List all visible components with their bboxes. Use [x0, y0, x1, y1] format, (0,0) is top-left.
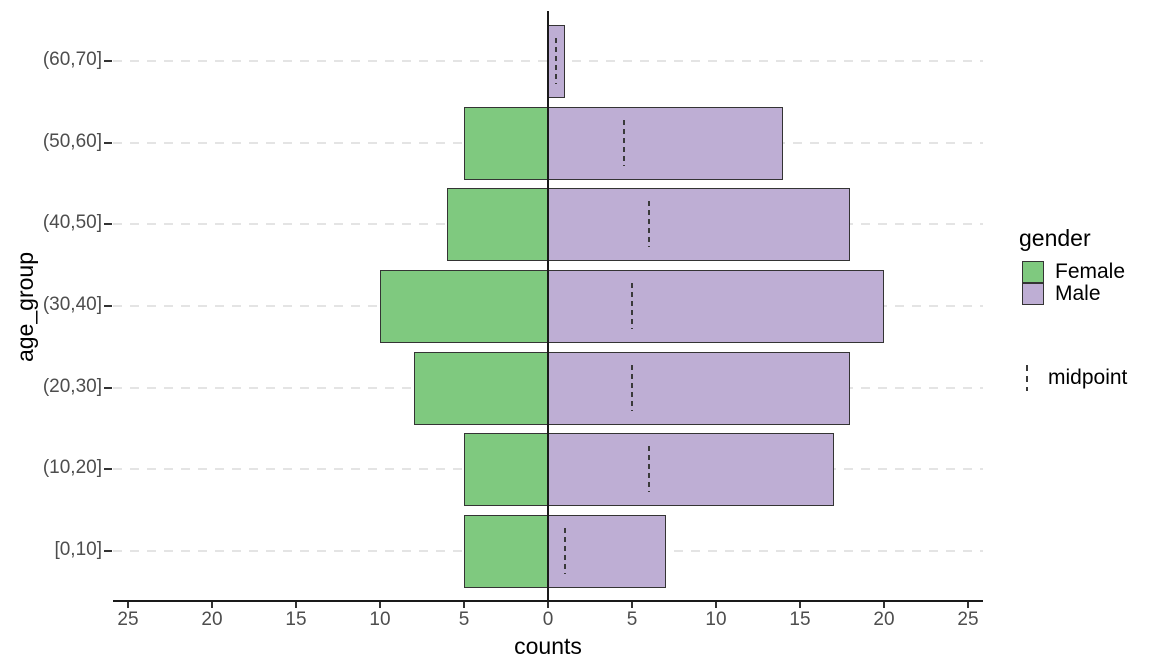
- y-tick: [104, 142, 112, 144]
- y-tick-label: [0,10]: [54, 539, 102, 560]
- zero-reference-line: [547, 11, 549, 602]
- y-tick-label: (10,20]: [42, 457, 102, 478]
- legend-midpoint-dash-icon: [1026, 365, 1028, 391]
- legend-label-male: Male: [1055, 282, 1101, 305]
- x-tick: [883, 602, 885, 608]
- x-tick: [799, 602, 801, 608]
- legend-item-female: Female: [1022, 260, 1125, 284]
- x-tick-label: 5: [458, 609, 470, 630]
- y-tick-label: (30,40]: [42, 294, 102, 315]
- male-bar: [548, 432, 834, 506]
- legend-title: gender: [1019, 225, 1091, 251]
- female-bar: [380, 269, 548, 343]
- midpoint-line: [622, 120, 625, 166]
- y-tick: [104, 387, 112, 389]
- x-tick-label: 15: [789, 609, 811, 630]
- x-tick: [715, 602, 717, 608]
- male-bar: [548, 269, 884, 343]
- legend-item-male: Male: [1022, 282, 1101, 306]
- female-bar: [447, 187, 548, 261]
- y-tick: [104, 60, 112, 62]
- midpoint-line: [647, 201, 650, 247]
- x-tick: [211, 602, 213, 608]
- x-tick-label: 5: [626, 609, 638, 630]
- female-bar: [464, 514, 548, 588]
- midpoint-line: [555, 38, 558, 84]
- x-tick-label: 0: [542, 609, 554, 630]
- x-tick: [295, 602, 297, 608]
- male-bar: [548, 106, 784, 180]
- legend-label-female: Female: [1055, 260, 1126, 283]
- x-tick-label: 25: [117, 609, 139, 630]
- x-tick: [463, 602, 465, 608]
- male-bar: [548, 187, 851, 261]
- midpoint-line: [631, 283, 633, 329]
- legend-item-midpoint: midpoint: [1026, 365, 1127, 391]
- x-tick-label: 10: [705, 609, 727, 630]
- midpoint-line: [631, 365, 633, 411]
- midpoint-line: [647, 446, 650, 492]
- y-tick: [104, 550, 112, 552]
- female-bar: [413, 351, 548, 425]
- female-bar: [464, 106, 548, 180]
- legend-swatch-female: [1022, 261, 1044, 283]
- y-tick-label: (50,60]: [42, 131, 102, 152]
- y-tick: [104, 468, 112, 470]
- x-tick: [547, 602, 549, 608]
- y-tick: [104, 305, 112, 307]
- x-tick-label: 20: [873, 609, 895, 630]
- y-tick-label: (20,30]: [42, 376, 102, 397]
- x-tick-label: 25: [957, 609, 979, 630]
- legend-swatch-male: [1022, 283, 1044, 305]
- x-tick: [127, 602, 129, 608]
- x-tick-label: 20: [201, 609, 223, 630]
- x-tick-label: 15: [285, 609, 307, 630]
- legend-label-midpoint: midpoint: [1048, 366, 1128, 389]
- x-tick: [379, 602, 381, 608]
- midpoint-line: [563, 528, 566, 574]
- y-tick: [104, 223, 112, 225]
- male-bar: [548, 351, 851, 425]
- x-tick-label: 10: [369, 609, 391, 630]
- x-axis-title: counts: [514, 633, 582, 659]
- female-bar: [464, 432, 548, 506]
- y-tick-label: (40,50]: [42, 212, 102, 233]
- male-bar: [548, 514, 666, 588]
- x-tick: [631, 602, 633, 608]
- x-tick: [967, 602, 969, 608]
- y-tick-label: (60,70]: [42, 49, 102, 70]
